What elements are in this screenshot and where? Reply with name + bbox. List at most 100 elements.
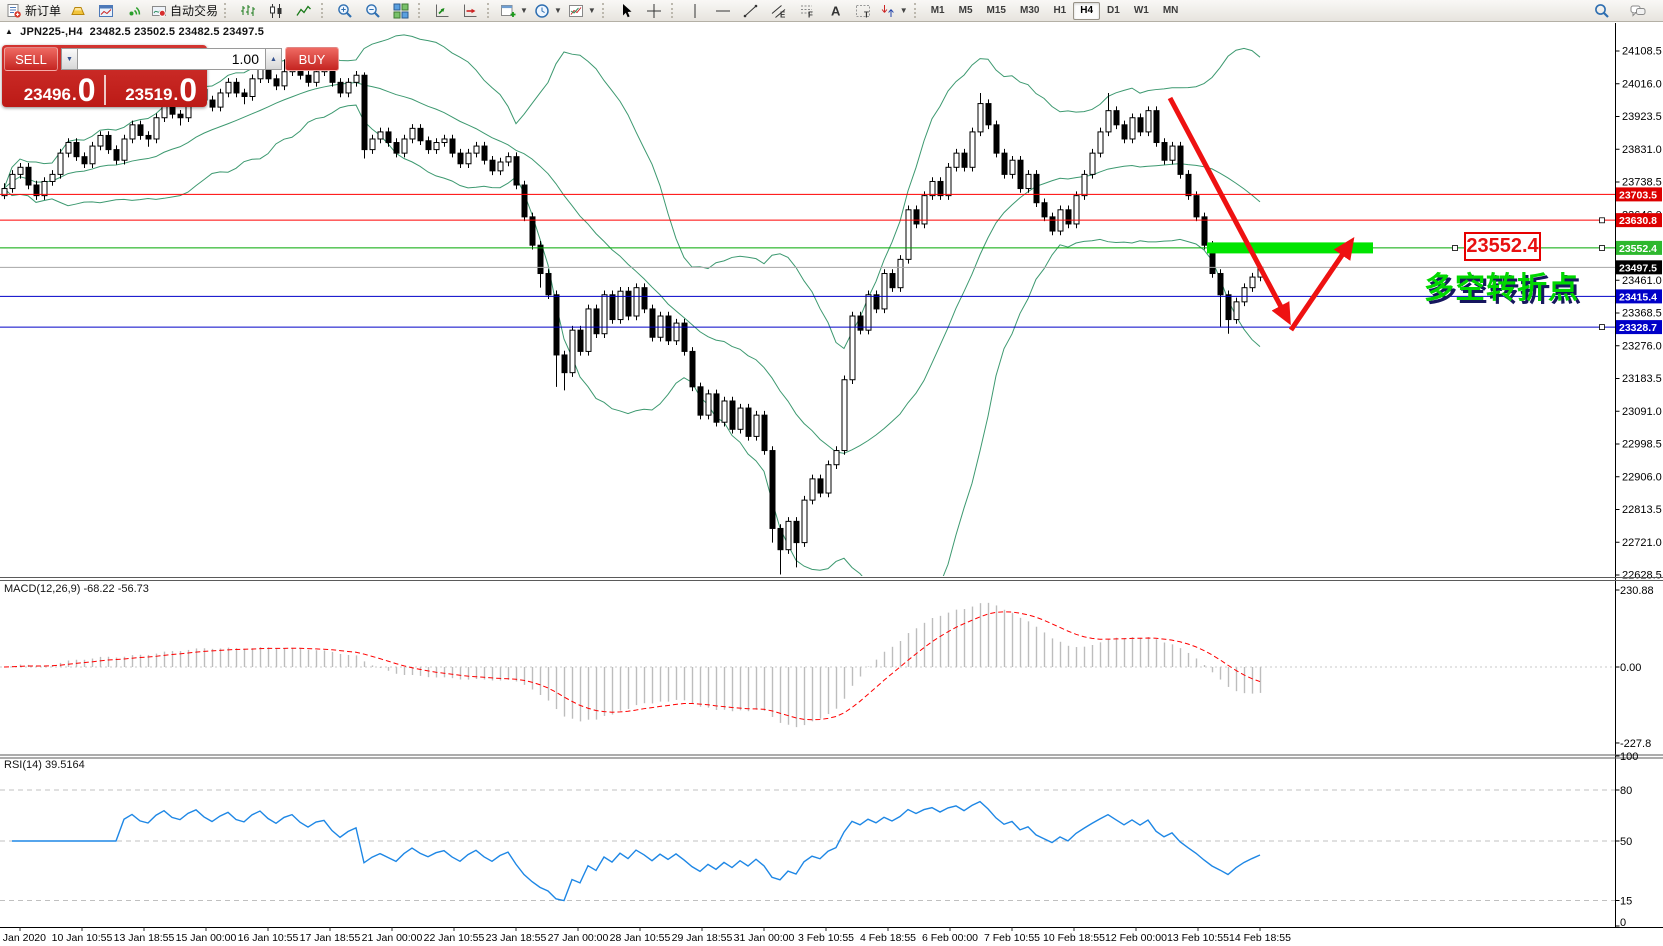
toolbar-separator	[321, 3, 326, 18]
candle-bear	[361, 74, 368, 151]
time-tick-label: 7 Feb 10:55	[984, 932, 1040, 944]
candle-bear	[769, 450, 776, 529]
candle-bull	[569, 329, 576, 374]
time-tick-label: 13 Jan 18:55	[114, 932, 175, 944]
candles-chart-button[interactable]	[262, 0, 290, 22]
market-watch-button[interactable]	[92, 0, 120, 22]
toolbar-separator	[487, 3, 492, 18]
chart-autoscroll-button[interactable]	[456, 0, 484, 22]
new-chart-button[interactable]: ▼	[497, 0, 531, 22]
object-handle[interactable]	[1599, 245, 1605, 251]
object-handle[interactable]	[1599, 324, 1605, 331]
trend-arrow-down[interactable]	[1167, 96, 1291, 326]
candle-bear	[1201, 216, 1208, 246]
volume-decrease-button[interactable]: ▼	[61, 48, 78, 70]
text-button[interactable]: A	[821, 0, 849, 22]
zoom-in-button[interactable]	[331, 0, 359, 22]
candle-bear	[1033, 173, 1040, 204]
buy-price[interactable]: 23519. 0	[106, 74, 206, 106]
candle-bull	[825, 464, 832, 494]
sell-price[interactable]: 23496. 0	[4, 74, 104, 106]
hline-button[interactable]	[709, 0, 737, 22]
price-label-box[interactable]: 23552.4	[1464, 232, 1541, 261]
chat-icon[interactable]	[1624, 0, 1652, 22]
candle-bear	[489, 159, 496, 172]
price-tick-label: 24016.0	[1622, 78, 1662, 90]
time-tick-label: 10 Jan 10:55	[52, 932, 113, 944]
macd-signal-line	[3, 611, 1261, 721]
trendline-button[interactable]	[737, 0, 765, 22]
candle-bull	[705, 393, 712, 416]
price-tick-label: 23923.5	[1622, 111, 1662, 123]
sell-button[interactable]: SELL	[4, 47, 58, 71]
candle-bull	[849, 315, 856, 381]
chart-shift-button[interactable]	[428, 0, 456, 22]
time-tick-label: 23 Jan 18:55	[486, 932, 547, 944]
cursor-icon	[622, 3, 632, 17]
timeframe-button-m30[interactable]: M30	[1019, 4, 1040, 16]
chat-icon	[1630, 5, 1646, 17]
time-tick-label: 6 Feb 00:00	[922, 932, 978, 944]
new-order-button[interactable]: 新订单	[3, 0, 64, 22]
template-button[interactable]: ▼	[565, 0, 599, 22]
toolbar-separator	[224, 3, 229, 18]
svg-text:E: E	[780, 10, 786, 19]
timeframe-button-h1[interactable]: H1	[1053, 4, 1067, 16]
crosshair-button[interactable]	[640, 0, 668, 22]
timeframe-button-mn[interactable]: MN	[1162, 4, 1179, 16]
candle-bull	[969, 131, 976, 168]
object-handle[interactable]	[1452, 245, 1458, 251]
candle-bull	[497, 161, 504, 172]
volume-stepper: ▼ ▲	[61, 48, 282, 70]
channel-button[interactable]: E	[765, 0, 793, 22]
timeframe-button-m15[interactable]: M15	[986, 4, 1006, 16]
cursor-button[interactable]	[612, 0, 640, 22]
macd-histogram	[11, 602, 1262, 728]
timeframe-button-d1[interactable]: D1	[1107, 4, 1120, 16]
trend-arrow-up[interactable]	[1288, 237, 1355, 332]
label-button[interactable]: T	[849, 0, 877, 22]
time-tick-label: 10 Feb 18:55	[1043, 932, 1105, 944]
volume-input[interactable]	[78, 48, 265, 70]
signal-button[interactable]	[120, 0, 148, 22]
timeframe-button-m1[interactable]: M1	[930, 4, 945, 16]
annotation-text-cn[interactable]: 多空转折点	[1424, 272, 1579, 305]
time-tick-label: 3 Feb 10:55	[798, 932, 854, 944]
candle-bear	[537, 244, 544, 275]
price-badge	[1616, 289, 1662, 304]
period-button[interactable]: ▼	[531, 0, 565, 22]
fibo-button[interactable]: F	[793, 0, 821, 22]
candle-bull	[217, 92, 224, 108]
volume-increase-button[interactable]: ▲	[265, 48, 282, 70]
autotrade-button[interactable]: 自动交易	[148, 0, 221, 22]
tile-windows-button[interactable]	[387, 0, 415, 22]
one-click-trade-panel: SELL ▼ ▲ BUY 23496.0 23519.0	[2, 45, 339, 107]
candle-bear	[1153, 110, 1160, 144]
time-tick-label: 29 Jan 18:55	[672, 932, 733, 944]
timeframe-button-w1[interactable]: W1	[1133, 4, 1149, 16]
bars-chart-button[interactable]	[234, 0, 262, 22]
candle-bull	[65, 142, 72, 154]
support-zone-bar[interactable]	[1207, 242, 1373, 254]
sell-button-label: SELL	[15, 51, 47, 67]
line-chart-icon	[296, 4, 311, 16]
timeframe-button-h4[interactable]: H4	[1073, 1, 1101, 20]
search-icon[interactable]	[1588, 0, 1616, 22]
candle-bull	[1129, 117, 1136, 140]
timeframe-button-m5[interactable]: M5	[958, 4, 973, 16]
arrows-button[interactable]: ▼	[877, 0, 911, 22]
candle-bear	[681, 322, 688, 352]
line-chart-button[interactable]	[290, 0, 318, 22]
candle-bear	[177, 113, 184, 119]
candle-bull	[409, 127, 416, 140]
candle-bear	[233, 81, 240, 94]
candle-bear	[993, 124, 1000, 154]
zoom-out-button[interactable]	[359, 0, 387, 22]
gold-ingot-button[interactable]	[64, 0, 92, 22]
object-handle[interactable]	[1599, 217, 1605, 224]
vline-button[interactable]	[681, 0, 709, 22]
candle-bull	[441, 138, 448, 144]
candle-bull	[1025, 173, 1032, 190]
buy-button[interactable]: BUY	[285, 47, 339, 71]
